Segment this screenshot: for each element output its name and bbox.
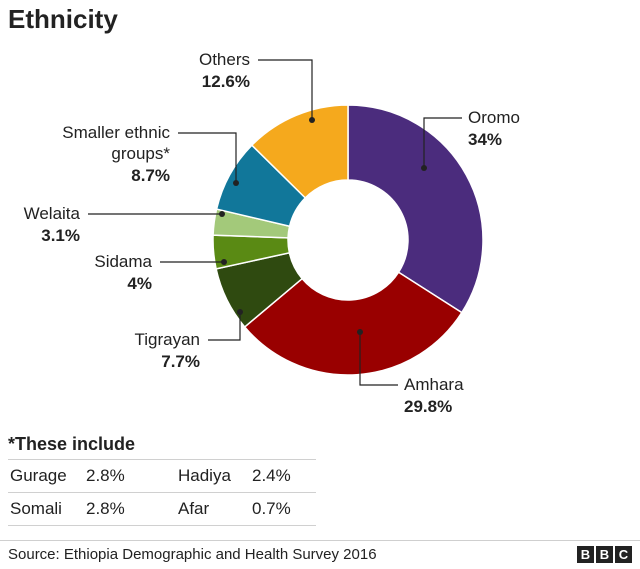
note-group-value: 0.7% (252, 499, 291, 518)
logo-block: B (596, 546, 613, 563)
leader-line-amhara (359, 332, 398, 386)
note-group-name: Gurage (10, 466, 67, 485)
column-gap (142, 460, 152, 492)
slice-oromo (347, 104, 484, 314)
slice-value-others: 12.6% (202, 72, 250, 91)
leader-dot-tigrayan (237, 309, 243, 315)
slice-label-oromo: Oromo (468, 108, 520, 127)
leader-line-oromo (423, 117, 462, 168)
donut-chart: Oromo 34% Amhara 29.8% Tigrayan 7.7% Sidama 4% W… (24, 50, 520, 416)
note-group-name: Afar (178, 499, 210, 518)
slice-value-amhara: 29.8% (404, 397, 452, 416)
slice-value-welaita: 3.1% (41, 226, 80, 245)
note-group-value: 2.4% (252, 466, 291, 485)
slice-value-smaller-ethnic-groups: 8.7% (131, 166, 170, 185)
slice-value-oromo: 34% (468, 130, 502, 149)
note-group-value: 2.8% (86, 466, 125, 485)
note-title: *These include (8, 434, 136, 454)
leader-line-smaller-ethnic-groups (178, 132, 237, 183)
slice-label-smaller-ethnic-groups: Smaller ethnic groups* (62, 123, 170, 163)
note-group-name: Hadiya (178, 466, 231, 485)
logo-block: C (615, 546, 632, 563)
leader-dot-smaller-ethnic-groups (233, 180, 239, 186)
slice-amhara (243, 271, 463, 376)
slice-value-tigrayan: 7.7% (161, 352, 200, 371)
leader-dot-welaita (219, 211, 225, 217)
leader-dot-oromo (421, 165, 427, 171)
source-note: Source: Ethiopia Demographic and Health … (8, 546, 377, 563)
leader-dot-others (309, 117, 315, 123)
slice-label-amhara: Amhara (404, 375, 464, 394)
slice-label-tigrayan: Tigrayan (134, 330, 200, 349)
slice-label-others: Others (199, 50, 250, 69)
slice-value-sidama: 4% (127, 274, 152, 293)
note-group-name: Somali (10, 499, 62, 518)
bbc-logo: B B C (577, 546, 632, 563)
note-table: Gurage 2.8% Hadiya 2.4% Somali 2.8% Afar… (8, 459, 316, 526)
leader-line-others (258, 59, 313, 120)
slice-label-welaita: Welaita (24, 204, 81, 223)
footer-divider (0, 540, 640, 541)
note-group-value: 2.8% (86, 499, 125, 518)
slice-label-sidama: Sidama (94, 252, 152, 271)
leader-line-tigrayan (208, 312, 241, 341)
leader-dot-sidama (221, 259, 227, 265)
logo-block: B (577, 546, 594, 563)
leader-dot-amhara (357, 329, 363, 335)
chart-title: Ethnicity (8, 4, 118, 34)
column-gap (142, 493, 152, 525)
note-row: Gurage 2.8% Hadiya 2.4% (8, 459, 316, 492)
note-row: Somali 2.8% Afar 0.7% (8, 492, 316, 526)
slice-others (250, 104, 349, 199)
